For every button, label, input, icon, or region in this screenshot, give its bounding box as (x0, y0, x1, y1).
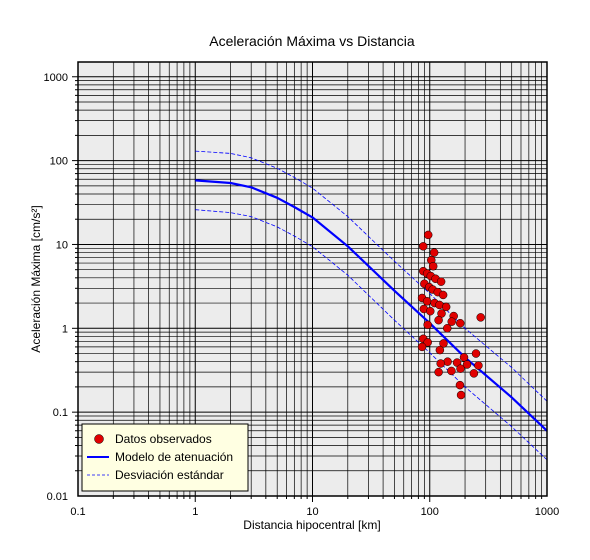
data-point (469, 369, 479, 378)
grid-lines (78, 62, 547, 496)
legend-marker-observed (94, 434, 104, 444)
y-tick-label: 0.01 (47, 491, 68, 503)
axis-ticks (72, 76, 543, 502)
x-tick-label: 100 (421, 506, 439, 518)
data-point (434, 315, 443, 325)
x-tick-label: 0.1 (70, 506, 85, 518)
data-point (423, 320, 432, 330)
data-point (426, 306, 435, 316)
data-point (456, 390, 466, 400)
data-point (417, 342, 427, 352)
legend: Datos observados Modelo de atenuación De… (81, 423, 249, 492)
chart-title: Aceleración Máxima vs Distancia (209, 33, 415, 49)
data-point (474, 361, 483, 370)
y-tick-label: 1000 (44, 72, 68, 84)
data-point (462, 360, 472, 369)
y-tick-label: 100 (50, 156, 68, 168)
data-point (439, 339, 448, 348)
y-tick-label: 10 (56, 239, 68, 251)
stddev-line (195, 209, 548, 461)
data-point (434, 367, 443, 377)
data-point (455, 380, 465, 390)
model-lines (195, 150, 548, 461)
data-point (423, 338, 432, 347)
data-point (459, 353, 469, 362)
x-tick-label: 10 (306, 506, 318, 518)
legend-label-observed: Datos observados (115, 432, 212, 446)
data-point (435, 345, 445, 355)
data-point (442, 324, 452, 333)
data-point (447, 366, 456, 376)
y-tick-label: 1 (62, 323, 68, 335)
legend-box (81, 423, 249, 492)
stddev-line (195, 150, 548, 402)
data-point (436, 277, 446, 286)
data-points (417, 230, 485, 400)
x-tick-label: 1 (192, 506, 198, 518)
data-point (441, 302, 451, 312)
data-point (476, 313, 485, 322)
data-point (438, 290, 448, 300)
x-axis-label: Distancia hipocentral [km] (243, 518, 380, 532)
data-point (456, 364, 465, 373)
data-point (436, 359, 445, 368)
y-axis-label: Aceleración Máxima [cm/s²] (29, 205, 43, 352)
data-point (423, 230, 433, 240)
x-tick-label: 1000 (535, 506, 559, 518)
data-point (418, 242, 428, 251)
data-point (429, 248, 439, 257)
data-point (471, 349, 481, 358)
legend-label-model: Modelo de atenuación (115, 450, 233, 464)
y-tick-label: 0.1 (53, 407, 68, 419)
data-point (428, 261, 438, 271)
model-line (195, 179, 548, 432)
data-point (455, 318, 465, 328)
data-point (447, 317, 456, 326)
data-point (422, 297, 432, 306)
legend-label-stddev: Desviación estándar (115, 468, 224, 482)
